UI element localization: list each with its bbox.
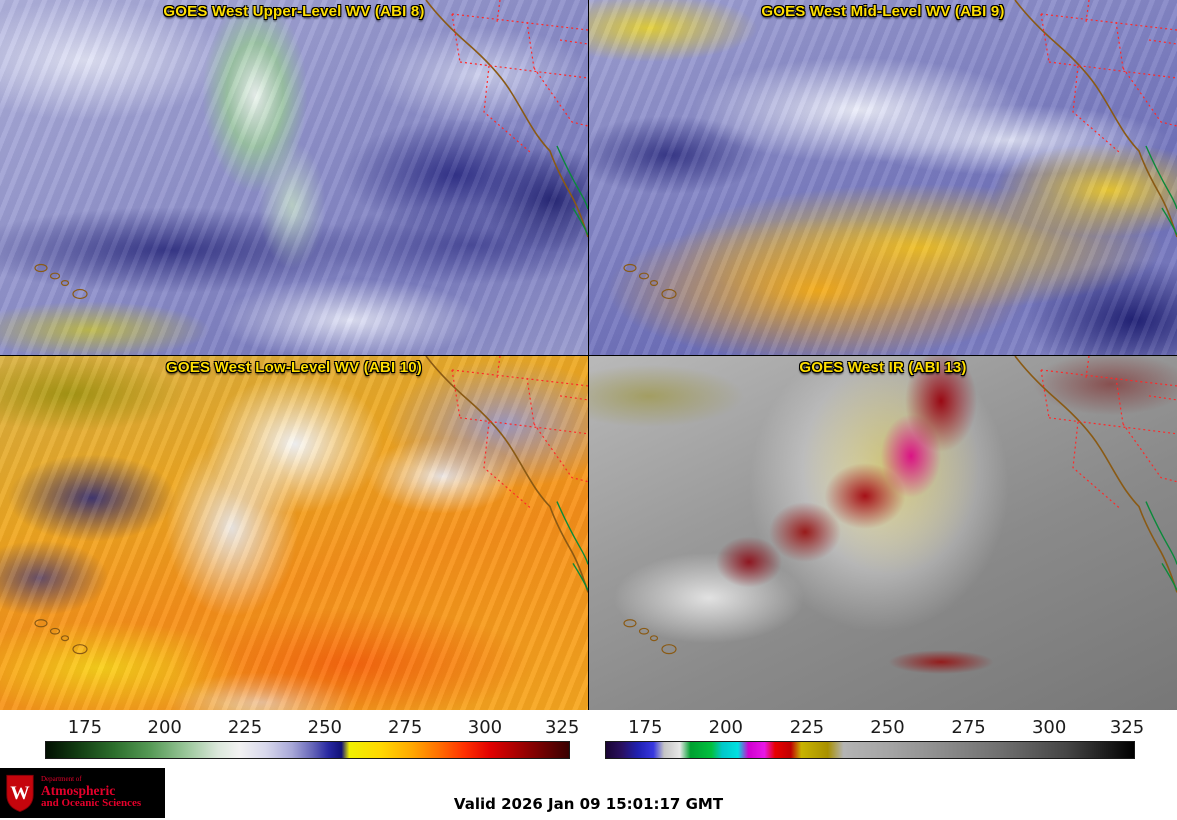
- tick-label: 300: [1031, 717, 1067, 738]
- crest-letter: W: [10, 783, 30, 804]
- panel-title: GOES West Upper-Level WV (ABI 8): [163, 3, 425, 20]
- logo-name-line2: and Oceanic Sciences: [41, 796, 142, 809]
- tick-label: 175: [67, 717, 103, 738]
- logo-name-line1: Atmospheric: [41, 782, 116, 798]
- panel-title: GOES West IR (ABI 13): [799, 359, 967, 376]
- ir-colorbar: 175 200 225 250 275 300 325: [605, 714, 1144, 759]
- map-overlay: [623, 0, 1177, 300]
- tick-label: 225: [789, 717, 825, 738]
- wv-streak-texture: [0, 356, 588, 710]
- tick-label: 225: [227, 717, 263, 738]
- panel-mid-level-wv[interactable]: GOES West Mid-Level WV (ABI 9): [589, 0, 1177, 355]
- tick-label: 275: [387, 717, 423, 738]
- tick-label: 250: [870, 717, 905, 738]
- aos-logo-link[interactable]: W Department of Atmospheric and Oceanic …: [0, 768, 165, 818]
- tick-label: 200: [147, 717, 182, 738]
- uw-crest-icon: W: [6, 774, 34, 812]
- panel-low-level-wv[interactable]: GOES West Low-Level WV (ABI 10): [0, 356, 588, 710]
- footer: 175 200 225 250 275 300 325 175 200 225 …: [0, 710, 1177, 820]
- wv-colorbar-gradient: [45, 741, 570, 759]
- logo-department-line: Department of: [41, 775, 82, 784]
- tick-label: 250: [307, 717, 342, 738]
- ir-colorbar-ticks: 175 200 225 250 275 300 325: [605, 714, 1144, 741]
- valid-time-text: Valid 2026 Jan 09 15:01:17 GMT: [453, 795, 724, 813]
- tick-label: 175: [628, 717, 663, 738]
- wv-colorbar: 175 200 225 250 275 300 325: [45, 714, 580, 759]
- wv-streak-texture: [589, 0, 1177, 355]
- map-overlay: [34, 0, 588, 300]
- aos-logo-text: Department of Atmospheric and Oceanic Sc…: [41, 776, 141, 809]
- panel-upper-level-wv[interactable]: GOES West Upper-Level WV (ABI 8): [0, 0, 588, 355]
- panel-ir[interactable]: GOES West IR (ABI 13): [589, 356, 1177, 710]
- tick-label: 200: [708, 717, 744, 738]
- map-overlay: [623, 356, 1177, 655]
- tick-label: 300: [467, 717, 503, 738]
- map-overlay: [34, 356, 588, 655]
- tick-label: 275: [951, 717, 986, 738]
- ir-colorbar-gradient: [605, 741, 1135, 759]
- panel-title: GOES West Low-Level WV (ABI 10): [166, 359, 422, 376]
- tick-label: 325: [1109, 717, 1145, 738]
- goes-quad-grid: GOES West Upper-Level WV (ABI 8) GOES We…: [0, 0, 1177, 710]
- panel-title: GOES West Mid-Level WV (ABI 9): [761, 3, 1005, 20]
- tick-label: 325: [544, 717, 580, 738]
- wv-streak-texture: [0, 0, 588, 355]
- wv-colorbar-ticks: 175 200 225 250 275 300 325: [45, 714, 580, 741]
